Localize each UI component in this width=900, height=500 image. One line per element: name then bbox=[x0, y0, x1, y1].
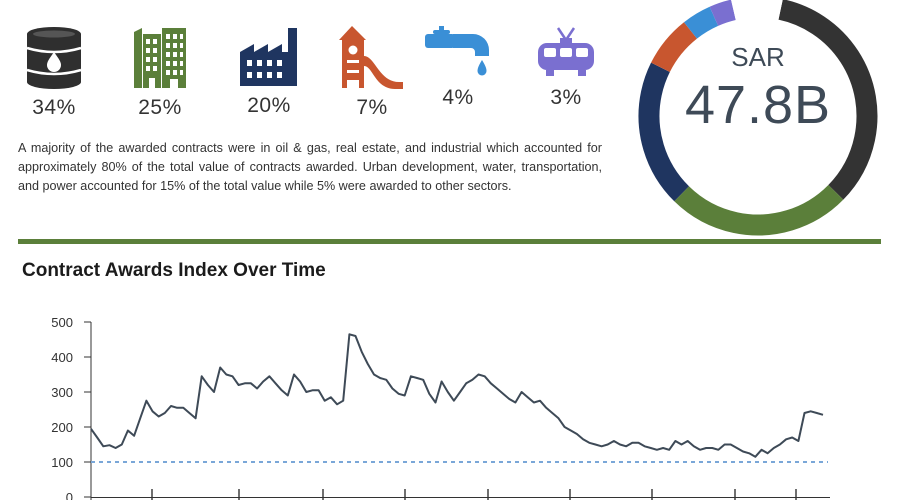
series-line bbox=[90, 333, 824, 458]
section-divider bbox=[18, 239, 881, 244]
chart-title: Contract Awards Index Over Time bbox=[22, 260, 326, 281]
factory-icon bbox=[240, 28, 297, 86]
sector-oil-gas: 34% bbox=[9, 26, 99, 120]
sector-water: 4% bbox=[413, 26, 503, 110]
y-tick-label: 100 bbox=[51, 455, 73, 470]
sector-percentage: 7% bbox=[356, 96, 388, 119]
y-tick-label: 400 bbox=[51, 350, 73, 365]
sector-percentage: 20% bbox=[247, 94, 291, 117]
sector-summary-text: A majority of the awarded contracts were… bbox=[18, 141, 602, 193]
y-tick-label: 300 bbox=[51, 385, 73, 400]
y-tick-label: 500 bbox=[51, 315, 73, 330]
total-value: 47.8B bbox=[684, 75, 832, 135]
sector-transportation: 3% bbox=[521, 26, 611, 110]
sector-urban-development: 7% bbox=[327, 26, 417, 120]
sector-real-estate: 25% bbox=[115, 26, 205, 120]
total-currency: SAR bbox=[731, 42, 785, 72]
sector-percentage: 25% bbox=[138, 96, 182, 119]
sector-industrial: 20% bbox=[224, 26, 314, 118]
contract-awards-line-chart: 0 100 200 300 400 500 bbox=[51, 315, 830, 500]
sector-percentage: 3% bbox=[550, 86, 582, 109]
donut-segment-1 bbox=[638, 0, 878, 236]
donut-segment-2 bbox=[638, 0, 878, 236]
buildings-icon bbox=[134, 28, 186, 88]
sector-percentage: 34% bbox=[32, 96, 76, 119]
y-tick-label: 200 bbox=[51, 420, 73, 435]
water-tap-icon bbox=[425, 26, 489, 76]
total-value-donut bbox=[638, 0, 878, 236]
tram-icon bbox=[538, 27, 594, 76]
oil-barrel-icon bbox=[26, 27, 82, 89]
y-tick-label: 0 bbox=[66, 490, 73, 500]
playground-slide-icon bbox=[339, 26, 403, 89]
sector-percentage: 4% bbox=[442, 86, 474, 109]
